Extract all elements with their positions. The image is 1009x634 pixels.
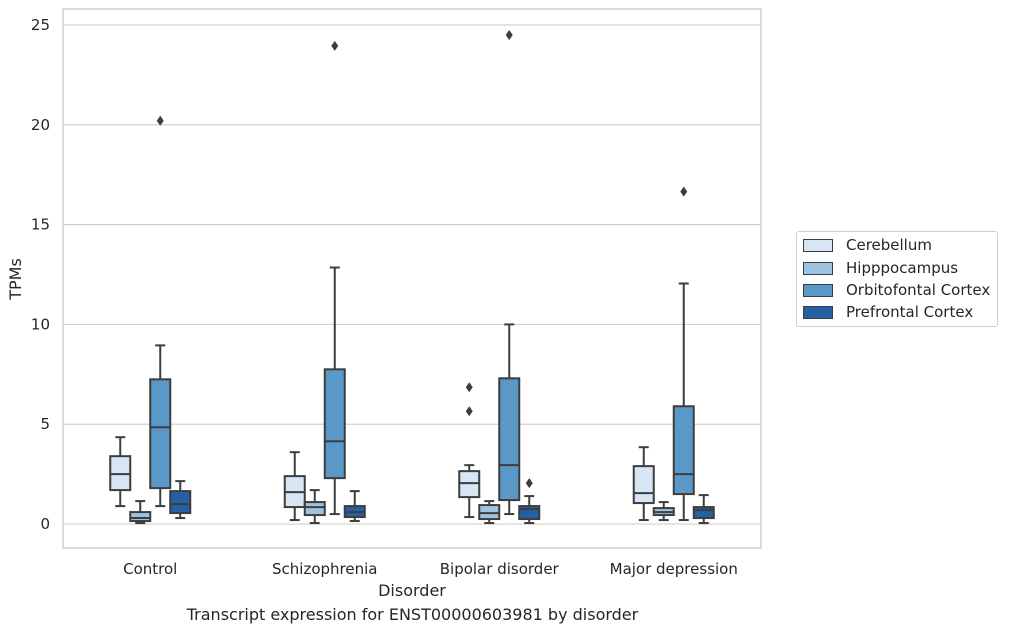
legend-swatch-prefrontal	[803, 305, 833, 319]
y-tick-label: 5	[40, 415, 50, 433]
legend-item-hippocampus: Hipppocampus	[803, 258, 958, 278]
y-tick-label: 15	[31, 216, 50, 234]
outlier-point	[505, 29, 513, 40]
box	[672, 405, 695, 496]
box	[518, 505, 541, 521]
y-tick-label: 10	[31, 315, 50, 333]
box-plots	[109, 29, 715, 525]
x-tick-label: Bipolar disorder	[440, 560, 560, 578]
x-tick-label: Major depression	[610, 560, 738, 578]
box	[323, 368, 346, 480]
outlier-point	[465, 382, 473, 393]
legend: Cerebellum Hipppocampus Orbitofontal Cor…	[796, 231, 998, 327]
gridlines	[63, 24, 761, 525]
outlier-point	[331, 40, 339, 51]
legend-item-orbitofrontal: Orbitofontal Cortex	[803, 280, 990, 300]
y-tick-label: 0	[40, 515, 50, 533]
legend-swatch-hippocampus	[803, 261, 833, 275]
x-tick-label: Control	[123, 560, 177, 578]
legend-item-prefrontal: Prefrontal Cortex	[803, 302, 973, 322]
box	[149, 378, 172, 490]
box	[129, 511, 152, 523]
legend-label: Prefrontal Cortex	[846, 303, 974, 321]
legend-label: Orbitofontal Cortex	[846, 281, 991, 299]
box	[498, 377, 521, 502]
outlier-point	[465, 406, 473, 417]
y-tick-labels: 0 5 10 15 20 25	[31, 16, 50, 533]
x-tick-labels: Control Schizophrenia Bipolar disorder Majo…	[123, 560, 738, 578]
legend-label: Hipppocampus	[846, 259, 959, 277]
y-tick-label: 20	[31, 116, 50, 134]
box	[169, 490, 192, 515]
plot-frame	[62, 8, 762, 549]
outlier-point	[525, 478, 533, 489]
box	[303, 501, 326, 517]
outlier-point	[156, 115, 164, 126]
x-tick-label: Schizophrenia	[272, 560, 377, 578]
legend-swatch-cerebellum	[803, 238, 833, 252]
legend-swatch-orbitofrontal	[803, 283, 833, 297]
y-tick-label: 25	[31, 16, 50, 34]
box	[692, 506, 715, 520]
box	[632, 465, 655, 505]
outlier-point	[680, 186, 688, 197]
legend-label: Cerebellum	[846, 236, 932, 254]
x-axis-title: Disorder	[378, 581, 446, 600]
y-axis-title: TPMs	[6, 258, 25, 301]
chart-caption: Transcript expression for ENST0000060398…	[186, 605, 639, 624]
legend-item-cerebellum: Cerebellum	[803, 235, 932, 255]
